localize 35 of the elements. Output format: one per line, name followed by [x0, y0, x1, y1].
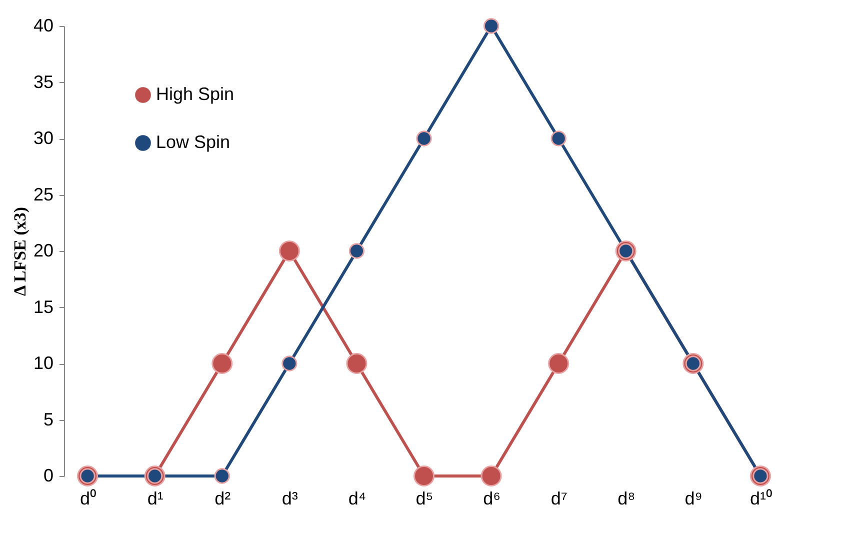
y-tick-label: 40 — [33, 16, 54, 36]
x-tick-label: d³ — [282, 488, 298, 508]
point — [278, 240, 300, 262]
x-tick-label: d¹ — [147, 488, 164, 508]
point — [214, 468, 230, 484]
y-tick-label: 25 — [33, 184, 54, 204]
point — [212, 353, 233, 374]
x-tick-label: d⁸ — [618, 488, 636, 508]
point — [348, 243, 365, 259]
point — [416, 130, 432, 146]
y-tick-label: 0 — [43, 466, 54, 486]
x-tick-label: d⁵ — [416, 488, 434, 508]
x-tick-label: d⁰ — [80, 488, 96, 508]
y-tick-label: 20 — [33, 240, 54, 260]
point — [548, 353, 570, 374]
point — [483, 18, 500, 34]
point — [346, 353, 368, 374]
y-tick-label: 15 — [33, 296, 54, 317]
y-tick-label: 35 — [33, 72, 54, 92]
x-tick-label: d⁶ — [483, 488, 500, 508]
x-tick-label: d⁴ — [348, 488, 366, 508]
legend-label: Low Spin — [156, 132, 230, 152]
point — [282, 356, 298, 372]
point — [480, 466, 502, 486]
x-tick-label: d⁷ — [550, 488, 568, 508]
x-tick-label: d¹⁰ — [750, 488, 772, 508]
point — [414, 466, 434, 486]
legend-label: High Spin — [156, 84, 234, 104]
y-axis-title: Δ LFSE (x3) — [10, 206, 30, 296]
y-tick-label: 30 — [33, 128, 54, 148]
x-tick-label: d² — [214, 488, 231, 508]
point — [550, 130, 566, 146]
y-tick-label: 10 — [33, 353, 54, 373]
x-tick-label: d⁹ — [684, 488, 703, 508]
y-tick-label: 5 — [43, 409, 54, 430]
